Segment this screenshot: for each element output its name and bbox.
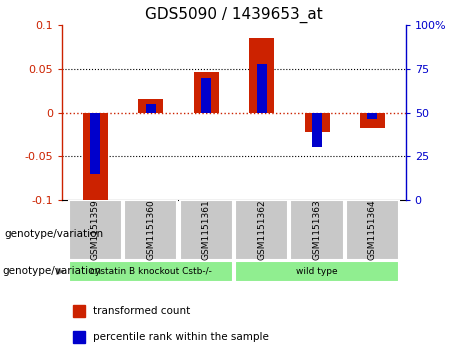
Bar — [367, 113, 378, 119]
Bar — [83, 113, 108, 201]
Bar — [249, 38, 274, 113]
FancyBboxPatch shape — [69, 200, 122, 260]
FancyBboxPatch shape — [124, 200, 177, 260]
Bar — [146, 104, 156, 113]
Bar — [194, 73, 219, 113]
Text: wild type: wild type — [296, 267, 338, 276]
Text: GSM1151362: GSM1151362 — [257, 199, 266, 260]
Bar — [72, 331, 84, 343]
FancyBboxPatch shape — [235, 261, 399, 282]
Text: cystatin B knockout Cstb-/-: cystatin B knockout Cstb-/- — [90, 267, 212, 276]
Bar — [305, 113, 330, 132]
Bar — [257, 64, 266, 113]
FancyBboxPatch shape — [290, 200, 343, 260]
Bar — [312, 113, 322, 147]
Bar — [360, 113, 385, 128]
Text: percentile rank within the sample: percentile rank within the sample — [93, 332, 269, 342]
Text: transformed count: transformed count — [93, 306, 190, 316]
Text: genotype/variation: genotype/variation — [2, 266, 101, 277]
Text: GSM1151360: GSM1151360 — [146, 199, 155, 260]
Bar — [72, 305, 84, 317]
Bar — [138, 99, 163, 113]
Title: GDS5090 / 1439653_at: GDS5090 / 1439653_at — [145, 7, 323, 23]
Text: GSM1151359: GSM1151359 — [91, 199, 100, 260]
FancyBboxPatch shape — [235, 200, 288, 260]
Text: GSM1151364: GSM1151364 — [368, 199, 377, 260]
Bar — [90, 113, 100, 174]
Bar — [201, 78, 211, 113]
Text: genotype/variation: genotype/variation — [5, 229, 104, 239]
FancyBboxPatch shape — [69, 261, 233, 282]
Text: GSM1151361: GSM1151361 — [202, 199, 211, 260]
Text: GSM1151363: GSM1151363 — [313, 199, 322, 260]
FancyBboxPatch shape — [180, 200, 233, 260]
FancyBboxPatch shape — [346, 200, 399, 260]
